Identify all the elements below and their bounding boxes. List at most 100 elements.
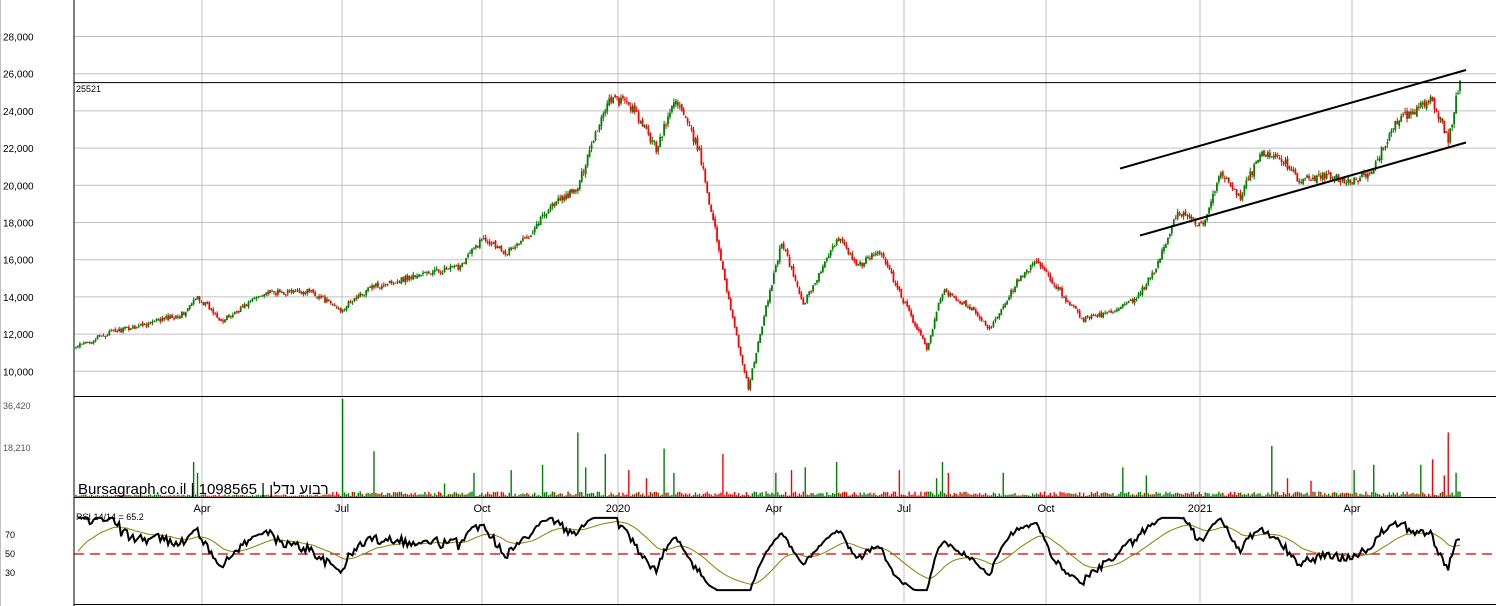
candle-body: [908, 305, 911, 311]
candle-body: [1008, 297, 1011, 300]
volume-bar: [1312, 491, 1314, 497]
volume-bar: [518, 495, 520, 497]
volume-bar: [953, 492, 955, 497]
candle-body: [625, 101, 628, 103]
candle-body: [684, 116, 687, 118]
candle-body: [559, 197, 562, 201]
volume-bar: [812, 493, 814, 497]
volume-bar: [455, 492, 458, 497]
candle-body: [1055, 285, 1058, 289]
volume-bar: [869, 492, 871, 497]
candle-body: [106, 335, 109, 337]
candle-body: [820, 271, 822, 274]
volume-bar: [833, 493, 836, 497]
candle-body: [627, 102, 630, 105]
candle-body: [308, 288, 311, 293]
candle-body: [359, 292, 362, 297]
candle-body: [180, 311, 183, 318]
volume-bar: [608, 494, 610, 497]
candles: [75, 80, 1461, 392]
candle-body: [1074, 305, 1077, 309]
candle-body: [935, 311, 938, 321]
candle-body: [635, 110, 638, 112]
volume-bar: [488, 493, 491, 497]
candle-body: [878, 251, 881, 254]
candle-body: [643, 124, 646, 127]
candle-body: [761, 326, 764, 335]
volume-bar: [875, 494, 877, 497]
candle-body: [649, 133, 652, 143]
candle-body: [604, 110, 607, 114]
volume-bar: [786, 495, 789, 497]
volume-bar: [710, 494, 712, 497]
volume-bar: [1220, 493, 1222, 497]
volume-bar: [1090, 491, 1093, 497]
volume-bar: [202, 494, 205, 497]
candle-body: [1172, 219, 1175, 227]
volume-bar: [1069, 493, 1071, 497]
candle-body: [518, 244, 520, 246]
volume-bar: [296, 496, 299, 497]
candle-body: [731, 310, 734, 318]
volume-bar: [1016, 495, 1018, 497]
candle-body: [990, 327, 993, 329]
volume-bar: [1222, 492, 1224, 497]
candle-body: [1321, 173, 1324, 180]
volume-bar: [85, 494, 87, 497]
candle-body: [1216, 183, 1218, 191]
volume-bar: [457, 493, 459, 497]
volume-bar: [1320, 491, 1322, 497]
candle-body: [671, 106, 673, 112]
candle-body: [921, 335, 924, 339]
volume-bar: [992, 492, 995, 497]
candle-body: [1349, 180, 1352, 184]
volume-bar: [106, 494, 109, 497]
candle-body: [780, 243, 783, 248]
candle-body: [751, 368, 754, 380]
volume-bar: [90, 494, 93, 497]
candle-body: [406, 274, 409, 281]
candle-body: [769, 290, 771, 303]
volume-bar: [937, 494, 940, 497]
candle-body: [535, 224, 538, 229]
candle-body: [259, 296, 262, 298]
volume-bar: [1086, 495, 1089, 497]
volume-bar: [1106, 493, 1108, 497]
candle-body: [514, 247, 517, 249]
volume-bar: [359, 491, 361, 497]
volume-bar: [904, 495, 906, 497]
candle-body: [1025, 270, 1028, 273]
time-axis-label: Oct: [473, 503, 490, 515]
candle-body: [1012, 290, 1014, 292]
volume-bar: [1196, 493, 1199, 497]
candle-body: [226, 315, 228, 321]
candle-body: [967, 306, 969, 308]
volume-bar: [669, 495, 671, 497]
volume-bar: [216, 495, 218, 497]
volume-bar: [1347, 493, 1349, 497]
volume-bar: [353, 491, 356, 497]
volume-bar: [1202, 495, 1204, 497]
volume-bar: [835, 462, 838, 497]
volume-bar: [1329, 495, 1332, 497]
candle-body: [686, 118, 689, 123]
volume-bar: [1425, 496, 1428, 497]
candle-body: [394, 282, 397, 284]
volume-bar: [951, 495, 953, 497]
candle-body: [555, 201, 558, 205]
volume-bar: [173, 495, 175, 497]
candle-body: [916, 324, 918, 330]
candle-body: [435, 268, 438, 270]
candle-body: [1374, 161, 1377, 169]
volume-bar: [404, 493, 407, 497]
candle-body: [704, 169, 707, 182]
candle-body: [1259, 154, 1261, 162]
volume-bar: [1455, 472, 1457, 497]
volume-bar: [1133, 495, 1136, 497]
volume-bar: [1129, 495, 1132, 497]
candle-body: [586, 154, 589, 166]
volume-bar: [257, 494, 260, 497]
candle-body: [1157, 261, 1160, 268]
candle-body: [353, 298, 356, 302]
volume-bar: [853, 492, 855, 497]
